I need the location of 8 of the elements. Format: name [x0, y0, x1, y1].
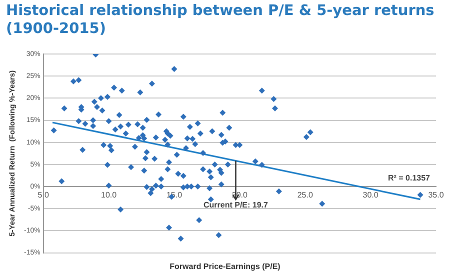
x-tick-label: 25.0	[297, 190, 314, 200]
x-tick-label: 35.0	[428, 190, 444, 200]
x-tick-label: 30.0	[362, 190, 379, 200]
ref-line-label: Current P/E: 19.7	[204, 200, 269, 210]
chart-title: Historical relationship between P/E & 5-year returns (1900-2015)	[6, 2, 436, 38]
x-tick-label: 10.0	[100, 190, 118, 200]
x-axis-title: Forward Price-Earnings (P/E)	[168, 262, 282, 271]
annotation: R² = 0.1357	[388, 174, 431, 183]
